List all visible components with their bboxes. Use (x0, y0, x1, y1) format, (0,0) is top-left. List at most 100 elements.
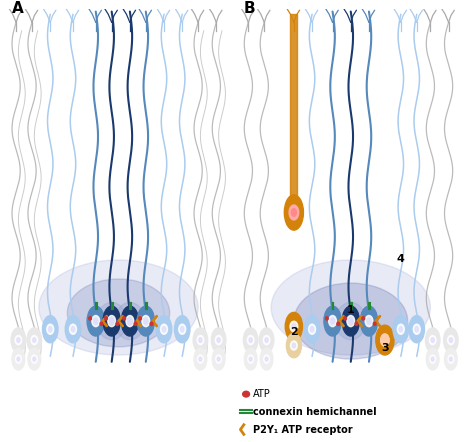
Ellipse shape (426, 348, 439, 370)
Ellipse shape (247, 335, 254, 345)
Ellipse shape (259, 328, 274, 352)
Ellipse shape (365, 316, 373, 327)
Ellipse shape (199, 338, 202, 343)
Ellipse shape (48, 327, 52, 332)
Ellipse shape (181, 327, 184, 332)
Ellipse shape (248, 355, 254, 363)
Ellipse shape (103, 306, 120, 336)
Ellipse shape (108, 316, 116, 327)
Ellipse shape (265, 338, 268, 343)
Circle shape (116, 322, 118, 325)
Ellipse shape (244, 348, 257, 370)
Ellipse shape (324, 306, 341, 336)
Ellipse shape (47, 324, 54, 334)
Ellipse shape (121, 306, 138, 336)
Ellipse shape (381, 335, 389, 346)
Ellipse shape (39, 260, 198, 355)
Ellipse shape (109, 318, 114, 324)
Circle shape (337, 322, 339, 325)
Ellipse shape (71, 327, 75, 332)
Circle shape (362, 317, 365, 320)
Ellipse shape (16, 355, 21, 363)
Ellipse shape (294, 283, 408, 359)
Ellipse shape (212, 348, 225, 370)
Ellipse shape (376, 325, 394, 355)
Ellipse shape (309, 324, 316, 334)
Ellipse shape (15, 335, 22, 345)
Text: 1: 1 (347, 305, 355, 315)
Ellipse shape (271, 260, 430, 355)
Ellipse shape (249, 338, 252, 343)
Ellipse shape (425, 328, 440, 352)
Ellipse shape (215, 335, 222, 345)
Ellipse shape (381, 334, 389, 347)
Ellipse shape (310, 327, 314, 332)
Ellipse shape (70, 324, 76, 334)
Text: A: A (11, 1, 23, 16)
Ellipse shape (360, 306, 378, 336)
Ellipse shape (290, 321, 298, 332)
Ellipse shape (33, 357, 36, 361)
Ellipse shape (449, 338, 453, 343)
Ellipse shape (284, 195, 303, 230)
Ellipse shape (383, 337, 387, 343)
Ellipse shape (265, 357, 268, 361)
Text: P2Y₁ ATP receptor: P2Y₁ ATP receptor (253, 425, 353, 434)
Ellipse shape (28, 348, 41, 370)
Ellipse shape (194, 348, 207, 370)
Circle shape (123, 317, 126, 320)
Ellipse shape (162, 327, 166, 332)
Ellipse shape (349, 318, 353, 324)
Ellipse shape (144, 318, 148, 324)
Ellipse shape (94, 318, 98, 324)
Circle shape (89, 317, 91, 320)
Ellipse shape (31, 355, 37, 363)
Text: connexin hemichannel: connexin hemichannel (253, 407, 376, 417)
Circle shape (134, 322, 137, 325)
Ellipse shape (291, 341, 297, 350)
Ellipse shape (17, 357, 20, 361)
Ellipse shape (12, 348, 25, 370)
Circle shape (100, 322, 103, 325)
Ellipse shape (193, 328, 208, 352)
Ellipse shape (161, 324, 167, 334)
Ellipse shape (199, 357, 202, 361)
Circle shape (326, 317, 328, 320)
Ellipse shape (87, 306, 104, 336)
Ellipse shape (447, 335, 454, 345)
Circle shape (344, 317, 346, 320)
Ellipse shape (17, 338, 20, 343)
Ellipse shape (31, 335, 37, 345)
Ellipse shape (347, 316, 355, 327)
Ellipse shape (243, 328, 258, 352)
Ellipse shape (399, 327, 402, 332)
Text: ATP: ATP (253, 389, 271, 399)
Ellipse shape (65, 316, 81, 343)
Ellipse shape (342, 306, 359, 336)
Ellipse shape (217, 357, 220, 361)
Ellipse shape (448, 355, 454, 363)
Ellipse shape (444, 328, 458, 352)
Ellipse shape (179, 324, 186, 334)
Ellipse shape (126, 316, 134, 327)
Circle shape (374, 322, 376, 325)
Text: 4: 4 (397, 254, 405, 263)
Ellipse shape (285, 312, 302, 341)
Ellipse shape (336, 302, 366, 340)
Ellipse shape (43, 316, 58, 343)
Ellipse shape (216, 355, 221, 363)
Ellipse shape (415, 327, 419, 332)
Ellipse shape (11, 328, 26, 352)
Ellipse shape (286, 333, 301, 358)
Ellipse shape (142, 316, 150, 327)
Ellipse shape (27, 328, 42, 352)
Ellipse shape (445, 348, 457, 370)
Text: B: B (244, 1, 255, 16)
Ellipse shape (328, 316, 337, 327)
Ellipse shape (128, 318, 132, 324)
Ellipse shape (67, 279, 170, 347)
Ellipse shape (137, 306, 155, 336)
Text: 2: 2 (290, 327, 298, 337)
Ellipse shape (367, 318, 371, 324)
Ellipse shape (156, 316, 172, 343)
